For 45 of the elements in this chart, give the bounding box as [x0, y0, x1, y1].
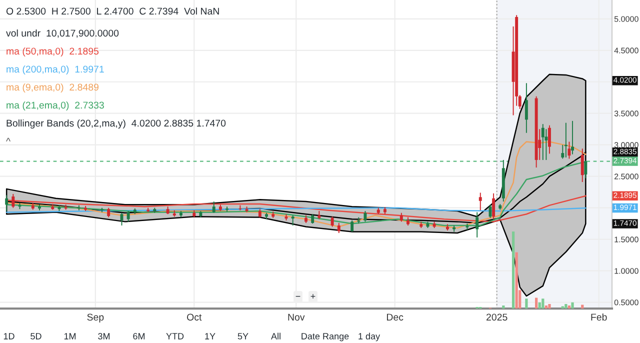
annotation: O 2.5300 H 2.7500 L 2.4700 C 2.7394 Vol NaN	[6, 7, 219, 15]
y-tick-label: 1.0000	[614, 268, 638, 274]
text: 1D	[4, 333, 14, 340]
x-tick-label: Sep	[87, 314, 104, 323]
text: 6M	[133, 333, 145, 340]
annotation: +	[310, 294, 316, 299]
bar	[502, 306, 505, 309]
text: 3M	[98, 333, 110, 340]
bar	[564, 304, 568, 309]
bar	[535, 298, 538, 309]
bar	[538, 302, 541, 309]
y-tick-label: 1.5000	[614, 236, 638, 242]
annotation: Bollinger Bands (20,2,ma,y) 4.0200 2.8835 1.7470	[6, 119, 226, 129]
text: ma (21,ema,0) 2.7333	[6, 101, 104, 111]
x-tick-label: Nov	[288, 314, 305, 321]
y-tick-label: 3.5000	[614, 110, 638, 116]
bar	[571, 302, 574, 309]
bar	[544, 306, 548, 309]
bar	[568, 306, 571, 309]
annotation: vol undr 10,017,900.0000	[6, 29, 119, 38]
text: 5D	[30, 333, 42, 340]
annotation: −	[296, 296, 300, 297]
text: 1 day	[358, 332, 380, 342]
text: 1Y	[205, 333, 216, 340]
x-tick-label: 2025	[486, 314, 508, 321]
text: ma (50,ma,0) 2.1895	[6, 47, 99, 57]
bar	[581, 304, 584, 309]
text: 1M	[64, 333, 76, 340]
x-tick-label: Feb	[591, 313, 607, 321]
text: YTD	[166, 333, 184, 340]
y-tick-label: 0.5000	[614, 300, 638, 306]
text: ma (200,ma,0) 1.9971	[6, 65, 104, 75]
text: ma (9,ema,0) 2.8489	[6, 83, 98, 93]
x-tick-label: Oct	[187, 314, 202, 321]
y-tick-label: 2.5000	[614, 174, 638, 180]
y-tick-label: 4.5000	[614, 48, 638, 54]
text: 5Y	[238, 333, 248, 340]
text: Date Range	[302, 333, 349, 342]
x-tick-label: Dec	[386, 314, 404, 321]
text: All	[271, 332, 280, 340]
y-tick-label: 5.0000	[614, 16, 638, 22]
bar	[525, 298, 528, 309]
bar	[548, 304, 551, 309]
annotation: ^	[6, 138, 11, 142]
bar	[542, 298, 544, 309]
